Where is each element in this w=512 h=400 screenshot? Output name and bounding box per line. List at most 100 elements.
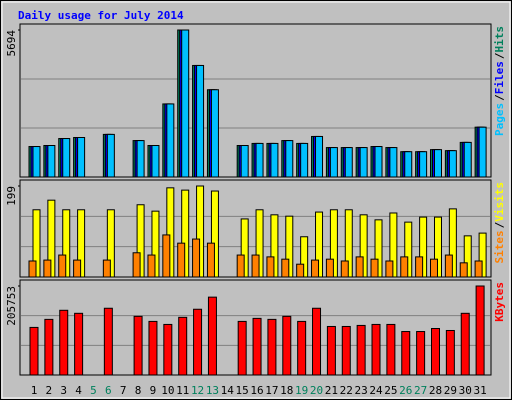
x-tick-label: 25 bbox=[384, 384, 397, 397]
bar bbox=[460, 312, 470, 376]
x-tick-label: 4 bbox=[75, 384, 82, 397]
bar bbox=[102, 259, 111, 278]
bar bbox=[386, 323, 396, 376]
x-tick-label: 8 bbox=[135, 384, 142, 397]
bar bbox=[74, 312, 84, 376]
x-tick-label: 28 bbox=[429, 384, 442, 397]
bar bbox=[255, 142, 264, 178]
x-tick-label: 24 bbox=[369, 384, 383, 397]
bar bbox=[252, 317, 262, 376]
bar bbox=[389, 147, 398, 178]
x-tick-label: 21 bbox=[325, 384, 338, 397]
bar bbox=[147, 254, 156, 278]
bar bbox=[401, 331, 411, 376]
x-tick-label: 20 bbox=[310, 384, 323, 397]
bar bbox=[103, 307, 113, 376]
bar bbox=[359, 147, 368, 178]
legend: Pages/Files/Hits bbox=[493, 26, 506, 136]
bar bbox=[210, 89, 219, 178]
bar bbox=[315, 135, 324, 178]
bar bbox=[445, 329, 455, 376]
bar bbox=[178, 316, 188, 376]
x-tick-label: 9 bbox=[150, 384, 157, 397]
x-tick-label: 19 bbox=[295, 384, 308, 397]
bar bbox=[236, 254, 245, 278]
legend-entry: Hits bbox=[493, 26, 506, 53]
legend: Sites /Visits bbox=[493, 182, 506, 264]
bar bbox=[430, 328, 440, 376]
bar bbox=[266, 256, 275, 278]
bar bbox=[166, 103, 175, 178]
x-tick-label: 13 bbox=[206, 384, 219, 397]
bar bbox=[44, 318, 54, 376]
bar bbox=[43, 259, 52, 278]
legend-separator: / bbox=[493, 94, 506, 101]
legend-entry: Pages bbox=[493, 103, 506, 136]
x-tick-label: 29 bbox=[444, 384, 457, 397]
x-tick-label: 26 bbox=[399, 384, 412, 397]
bar bbox=[251, 254, 260, 278]
bar bbox=[474, 260, 483, 278]
x-tick-label: 7 bbox=[120, 384, 127, 397]
bar bbox=[356, 324, 366, 376]
bar bbox=[419, 151, 428, 178]
x-tick-label: 11 bbox=[176, 384, 189, 397]
bar bbox=[459, 262, 468, 278]
bar bbox=[196, 64, 205, 178]
bar bbox=[73, 259, 82, 278]
bar bbox=[463, 141, 472, 178]
bar bbox=[28, 260, 37, 278]
bar bbox=[385, 260, 394, 278]
y-tick-label: 199 bbox=[5, 186, 18, 206]
bar bbox=[240, 145, 249, 178]
bar bbox=[341, 325, 351, 376]
bar bbox=[148, 320, 158, 376]
bar bbox=[62, 209, 71, 278]
bar bbox=[311, 259, 320, 278]
x-tick-label: 2 bbox=[46, 384, 53, 397]
bar bbox=[285, 140, 294, 178]
bar bbox=[312, 307, 322, 376]
bar bbox=[416, 331, 426, 376]
x-tick-label: 12 bbox=[191, 384, 204, 397]
x-tick-label: 27 bbox=[414, 384, 427, 397]
bar bbox=[444, 254, 453, 278]
bar bbox=[151, 145, 160, 178]
bar bbox=[281, 258, 290, 278]
bar bbox=[192, 238, 201, 278]
bar bbox=[371, 323, 381, 376]
bar bbox=[58, 254, 67, 278]
x-tick-label: 15 bbox=[236, 384, 249, 397]
bar bbox=[59, 309, 69, 376]
bar bbox=[29, 326, 39, 376]
bar bbox=[267, 318, 277, 376]
x-tick-label: 5 bbox=[90, 384, 97, 397]
x-tick-label: 10 bbox=[161, 384, 174, 397]
y-tick-label: 205753 bbox=[5, 286, 18, 326]
bar bbox=[162, 234, 171, 278]
x-tick-label: 18 bbox=[280, 384, 293, 397]
x-tick-label: 17 bbox=[265, 384, 278, 397]
bar bbox=[237, 320, 247, 376]
x-tick-label: 22 bbox=[340, 384, 353, 397]
bar bbox=[448, 150, 457, 178]
legend-entry: KBytes bbox=[493, 282, 506, 322]
bar bbox=[77, 137, 86, 178]
bar bbox=[300, 142, 309, 178]
bar bbox=[193, 308, 203, 376]
bar bbox=[132, 252, 141, 278]
bar bbox=[282, 315, 292, 376]
bar bbox=[47, 145, 56, 178]
bar bbox=[478, 126, 487, 178]
x-tick-label: 31 bbox=[473, 384, 486, 397]
x-tick-label: 6 bbox=[105, 384, 112, 397]
bar bbox=[207, 296, 217, 376]
legend-entry: Visits bbox=[493, 182, 506, 222]
legend-separator: / bbox=[493, 221, 506, 228]
legend-entry: Files bbox=[493, 61, 506, 94]
bar bbox=[374, 146, 383, 178]
legend: KBytes bbox=[493, 282, 506, 322]
